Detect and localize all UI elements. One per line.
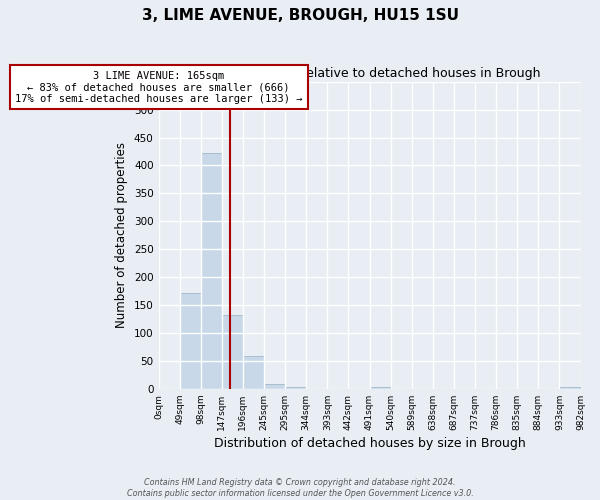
Bar [560,387,580,389]
Bar [243,356,264,389]
Bar [370,387,391,389]
Text: 3 LIME AVENUE: 165sqm
← 83% of detached houses are smaller (666)
17% of semi-det: 3 LIME AVENUE: 165sqm ← 83% of detached … [15,70,302,104]
X-axis label: Distribution of detached houses by size in Brough: Distribution of detached houses by size … [214,437,526,450]
Y-axis label: Number of detached properties: Number of detached properties [115,142,128,328]
Bar [201,153,222,389]
Text: Contains HM Land Registry data © Crown copyright and database right 2024.
Contai: Contains HM Land Registry data © Crown c… [127,478,473,498]
Text: 3, LIME AVENUE, BROUGH, HU15 1SU: 3, LIME AVENUE, BROUGH, HU15 1SU [142,8,458,22]
Bar [180,293,200,389]
Title: Size of property relative to detached houses in Brough: Size of property relative to detached ho… [198,68,541,80]
Bar [264,384,285,389]
Bar [222,314,243,389]
Bar [285,387,306,389]
